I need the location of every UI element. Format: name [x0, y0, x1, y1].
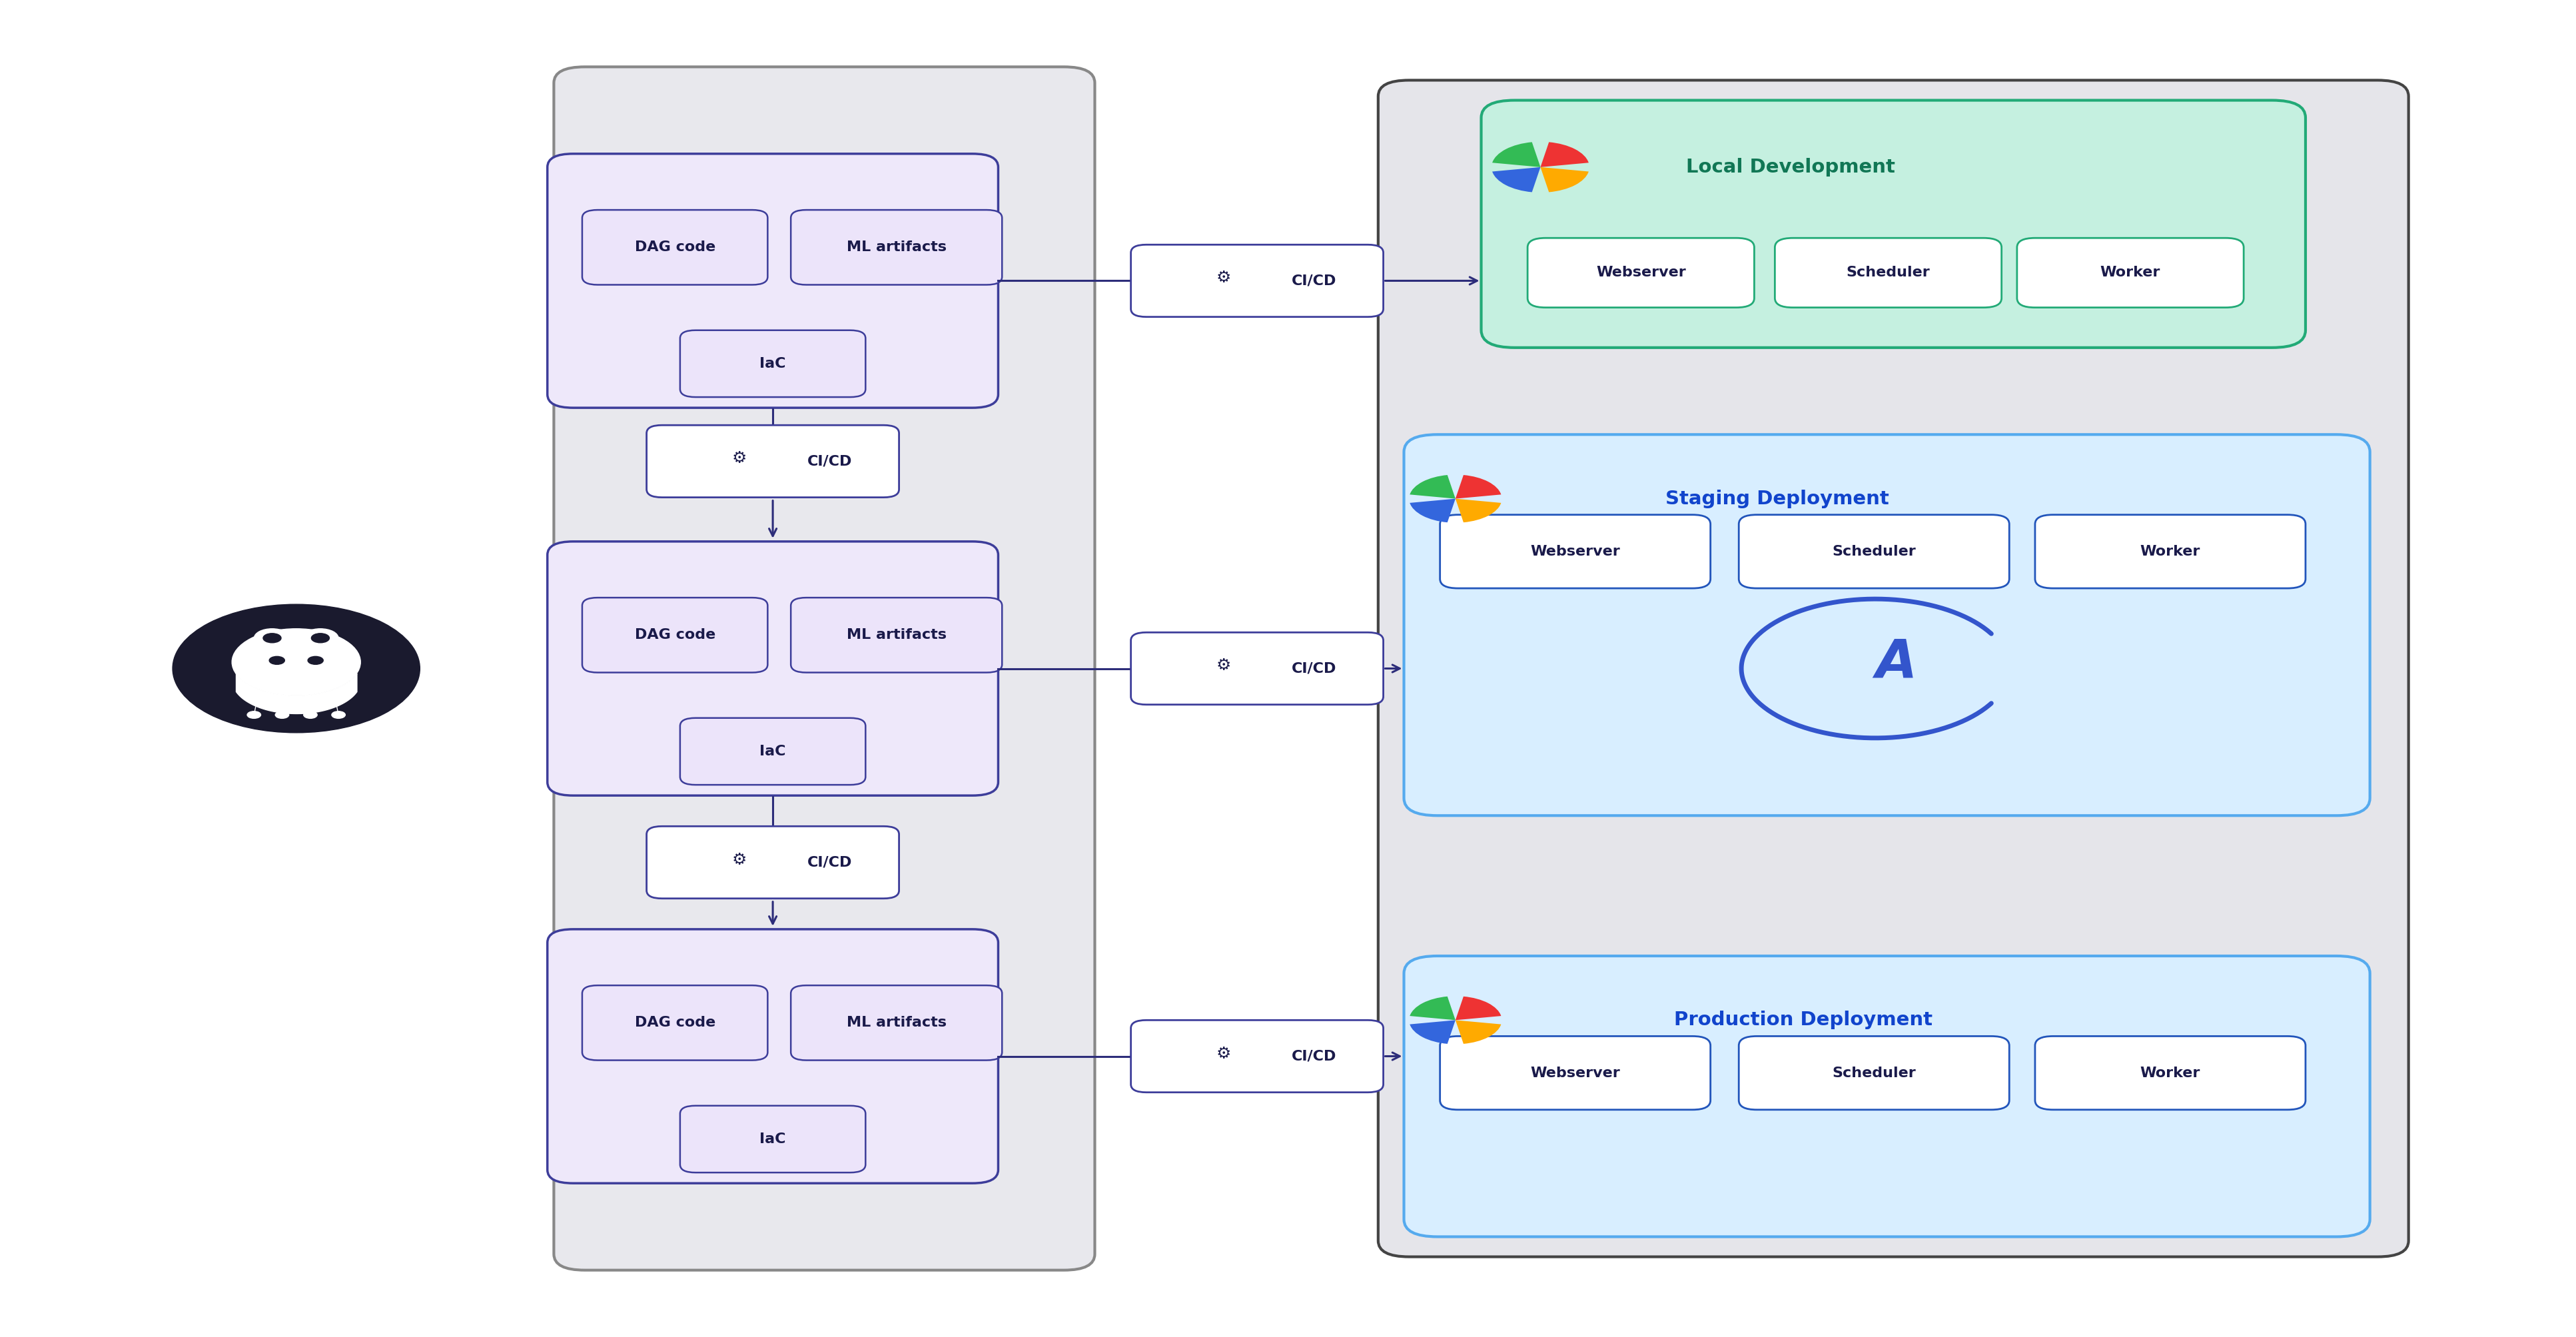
FancyBboxPatch shape — [1131, 1020, 1383, 1092]
Text: ⚙: ⚙ — [1216, 658, 1231, 674]
Text: ⚙: ⚙ — [1216, 1046, 1231, 1062]
Wedge shape — [1492, 142, 1540, 167]
Wedge shape — [1455, 475, 1502, 499]
Wedge shape — [1409, 475, 1455, 499]
FancyBboxPatch shape — [680, 718, 866, 785]
Text: DAG code: DAG code — [634, 1016, 716, 1029]
FancyBboxPatch shape — [1775, 238, 2002, 308]
FancyBboxPatch shape — [1404, 435, 2370, 816]
Circle shape — [263, 634, 281, 643]
Text: Worker: Worker — [2099, 266, 2161, 279]
Text: ⚙: ⚙ — [732, 451, 747, 467]
FancyBboxPatch shape — [546, 929, 997, 1183]
FancyBboxPatch shape — [546, 541, 997, 796]
Circle shape — [304, 711, 317, 718]
Text: IaC: IaC — [760, 745, 786, 758]
FancyBboxPatch shape — [647, 826, 899, 898]
Circle shape — [173, 604, 420, 733]
Wedge shape — [1540, 167, 1589, 193]
Text: Staging Deployment: Staging Deployment — [1667, 489, 1888, 508]
Wedge shape — [1492, 167, 1540, 193]
Circle shape — [312, 634, 330, 643]
FancyBboxPatch shape — [1440, 515, 1710, 588]
FancyBboxPatch shape — [1739, 1036, 2009, 1110]
Wedge shape — [1455, 499, 1502, 523]
FancyBboxPatch shape — [554, 67, 1095, 1270]
FancyBboxPatch shape — [1481, 100, 2306, 348]
FancyBboxPatch shape — [791, 598, 1002, 673]
Wedge shape — [1455, 1020, 1502, 1044]
FancyBboxPatch shape — [546, 154, 997, 408]
FancyBboxPatch shape — [2035, 515, 2306, 588]
Text: Scheduler: Scheduler — [1832, 545, 1917, 558]
Text: DAG code: DAG code — [634, 241, 716, 254]
Text: Worker: Worker — [2141, 545, 2200, 558]
Text: CI/CD: CI/CD — [1291, 274, 1337, 287]
FancyBboxPatch shape — [582, 598, 768, 673]
Wedge shape — [1540, 142, 1589, 167]
Circle shape — [332, 711, 345, 718]
FancyBboxPatch shape — [582, 210, 768, 285]
FancyBboxPatch shape — [791, 985, 1002, 1060]
Text: Webserver: Webserver — [1597, 266, 1685, 279]
Wedge shape — [1455, 996, 1502, 1020]
Text: ⚙: ⚙ — [1216, 270, 1231, 286]
FancyBboxPatch shape — [2035, 1036, 2306, 1110]
Text: IaC: IaC — [760, 357, 786, 370]
Circle shape — [232, 628, 361, 695]
Text: Production Deployment: Production Deployment — [1674, 1011, 1932, 1029]
Text: ML artifacts: ML artifacts — [848, 628, 945, 642]
Text: Scheduler: Scheduler — [1832, 1067, 1917, 1079]
FancyBboxPatch shape — [2017, 238, 2244, 308]
FancyBboxPatch shape — [680, 1106, 866, 1173]
FancyBboxPatch shape — [680, 330, 866, 397]
Wedge shape — [1409, 1020, 1455, 1044]
FancyBboxPatch shape — [1440, 1036, 1710, 1110]
FancyBboxPatch shape — [647, 425, 899, 497]
Wedge shape — [1409, 499, 1455, 523]
Circle shape — [276, 711, 289, 718]
Circle shape — [270, 656, 286, 664]
FancyBboxPatch shape — [1131, 632, 1383, 705]
Text: A: A — [1875, 638, 1917, 689]
Text: ⚙: ⚙ — [732, 852, 747, 868]
Text: CI/CD: CI/CD — [1291, 1050, 1337, 1063]
Circle shape — [301, 628, 337, 647]
Text: CI/CD: CI/CD — [806, 455, 853, 468]
FancyBboxPatch shape — [1131, 245, 1383, 317]
Text: ML artifacts: ML artifacts — [848, 1016, 945, 1029]
Circle shape — [255, 628, 291, 647]
Text: Scheduler: Scheduler — [1847, 266, 1929, 279]
Circle shape — [247, 711, 260, 718]
FancyBboxPatch shape — [1528, 238, 1754, 308]
Text: CI/CD: CI/CD — [1291, 662, 1337, 675]
FancyBboxPatch shape — [1404, 956, 2370, 1237]
FancyBboxPatch shape — [791, 210, 1002, 285]
FancyBboxPatch shape — [1739, 515, 2009, 588]
Wedge shape — [1409, 996, 1455, 1020]
Text: ML artifacts: ML artifacts — [848, 241, 945, 254]
Text: Webserver: Webserver — [1530, 1067, 1620, 1079]
Text: DAG code: DAG code — [634, 628, 716, 642]
FancyBboxPatch shape — [1378, 80, 2409, 1257]
Text: Webserver: Webserver — [1530, 545, 1620, 558]
Text: Local Development: Local Development — [1685, 158, 1896, 176]
FancyBboxPatch shape — [582, 985, 768, 1060]
Circle shape — [307, 656, 322, 664]
Text: Worker: Worker — [2141, 1067, 2200, 1079]
Text: CI/CD: CI/CD — [806, 856, 853, 869]
Text: IaC: IaC — [760, 1132, 786, 1146]
